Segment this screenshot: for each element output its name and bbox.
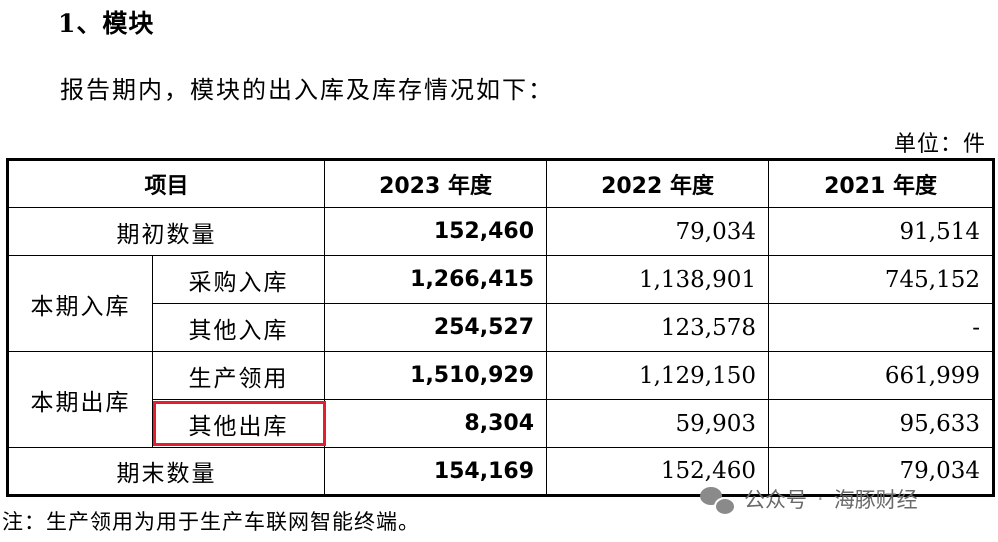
cell-value: 661,999 bbox=[768, 351, 995, 400]
section-heading: 1、模块 bbox=[58, 9, 155, 38]
row-label-production-use: 生产领用 bbox=[151, 351, 326, 400]
row-label-opening: 期初数量 bbox=[6, 207, 326, 256]
footnote: 注：生产领用为用于生产车联网智能终端。 bbox=[2, 510, 420, 534]
intro-text: 报告期内，模块的出入库及库存情况如下： bbox=[60, 76, 554, 104]
table-row: 本期出库 生产领用 1,510,929 1,129,150 661,999 bbox=[7, 351, 995, 448]
cell-value: 154,169 bbox=[324, 447, 548, 496]
row-label-purchase-in: 采购入库 bbox=[151, 255, 326, 304]
inventory-table: 项目 2023 年度 2022 年度 2021 年度 期初数量 152,460 … bbox=[6, 158, 996, 497]
cell-value: 1,266,415 bbox=[324, 255, 548, 304]
cell-value: 254,527 bbox=[324, 303, 548, 352]
table-row: 其他出库 8,304 59,903 95,633 bbox=[8, 399, 995, 448]
cell-value: 79,034 bbox=[546, 207, 770, 256]
table-header-row: 项目 2023 年度 2022 年度 2021 年度 bbox=[6, 159, 995, 208]
cell-value: 1,138,901 bbox=[546, 255, 770, 304]
cell-value: - bbox=[768, 303, 995, 352]
cell-value: 91,514 bbox=[768, 207, 995, 256]
watermark-name: 海豚财经 bbox=[833, 488, 918, 512]
group-label-outbound: 本期出库 bbox=[7, 351, 153, 448]
header-item: 项目 bbox=[6, 159, 326, 208]
table-row: 期末数量 154,169 152,460 79,034 bbox=[6, 447, 995, 496]
cell-value: 1,129,150 bbox=[546, 351, 770, 400]
cell-value: 1,510,929 bbox=[324, 351, 548, 400]
header-2022: 2022 年度 bbox=[546, 159, 770, 208]
unit-label: 单位：件 bbox=[893, 132, 986, 157]
table-row: 期初数量 152,460 79,034 91,514 bbox=[6, 207, 995, 256]
cell-value: 95,633 bbox=[768, 399, 995, 448]
header-2021: 2021 年度 bbox=[768, 159, 995, 208]
cell-value: 79,034 bbox=[768, 447, 995, 496]
watermark-channel: 公众号 bbox=[744, 488, 807, 512]
row-label-closing: 期末数量 bbox=[6, 447, 326, 496]
cell-value: 8,304 bbox=[324, 399, 548, 448]
watermark-separator: · bbox=[817, 487, 824, 511]
cell-value: 123,578 bbox=[546, 303, 770, 352]
watermark: 公众号 · 海豚财经 bbox=[700, 484, 918, 516]
other-out-label: 其他出库 bbox=[188, 413, 289, 440]
wechat-icon bbox=[700, 485, 736, 516]
row-label-other-out: 其他出库 bbox=[151, 399, 327, 448]
cell-value: 152,460 bbox=[324, 207, 548, 256]
row-label-other-in: 其他入库 bbox=[151, 303, 326, 352]
table-row: 其他入库 254,527 123,578 - bbox=[8, 303, 995, 352]
table-row: 本期入库 采购入库 1,266,415 1,138,901 745,152 bbox=[7, 255, 995, 352]
cell-value: 152,460 bbox=[546, 447, 770, 496]
header-2023: 2023 年度 bbox=[324, 159, 548, 208]
group-label-inbound: 本期入库 bbox=[7, 255, 153, 352]
cell-value: 745,152 bbox=[768, 255, 995, 304]
cell-value: 59,903 bbox=[546, 399, 770, 448]
